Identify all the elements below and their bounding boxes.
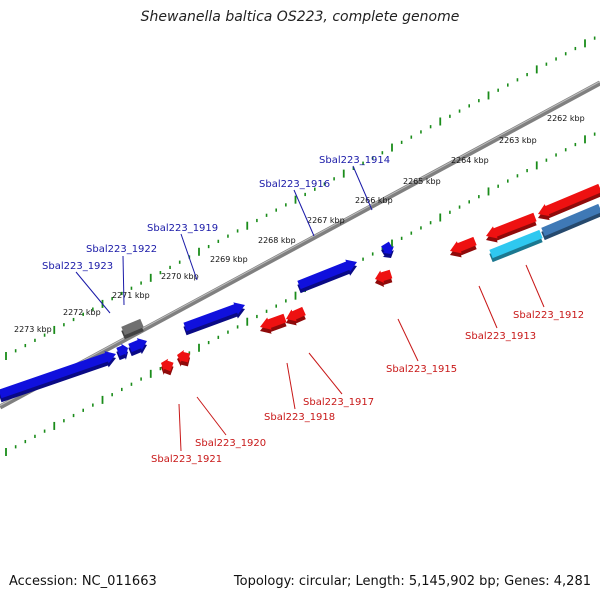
reverse-gene-label[interactable]: Sbal223_1915 xyxy=(386,364,457,375)
forward-gene-label[interactable]: Sbal223_1916 xyxy=(259,179,330,190)
gene-forward-1[interactable] xyxy=(0,351,116,403)
gene-reverse-2[interactable] xyxy=(177,350,191,367)
reverse-gene-label[interactable]: Sbal223_1918 xyxy=(264,412,335,423)
topology-text: Topology: circular; Length: 5,145,902 bp… xyxy=(233,574,591,589)
forward-gene-leader-line xyxy=(75,271,111,314)
axis-highlight xyxy=(0,81,600,406)
gene-rna-1[interactable] xyxy=(489,229,543,263)
reverse-gene-leader-line xyxy=(397,318,419,362)
gene-reverse-1[interactable] xyxy=(161,358,174,376)
reverse-gene-label[interactable]: Sbal223_1921 xyxy=(151,454,222,465)
accession-text: Accession: NC_011663 xyxy=(9,574,157,589)
gene-reverse-6[interactable] xyxy=(450,236,477,258)
reverse-gene-label[interactable]: Sbal223_1913 xyxy=(465,331,536,342)
kbp-label: 2270 kbp xyxy=(161,272,199,281)
reverse-gene-label[interactable]: Sbal223_1920 xyxy=(195,438,266,449)
gene-rna-2[interactable] xyxy=(541,203,600,241)
gene-reverse-3[interactable] xyxy=(260,313,287,334)
kbp-label: 2272 kbp xyxy=(63,308,101,317)
kbp-labels: 2262 kbp 2263 kbp 2264 kbp 2265 kbp 2266 kbp… xyxy=(14,114,585,334)
forward-gene-leader-line xyxy=(122,255,125,306)
kbp-label: 2268 kbp xyxy=(258,236,296,245)
genome-title: Shewanella baltica OS223, complete genom… xyxy=(140,9,460,25)
reverse-gene-leader-line xyxy=(178,403,182,452)
gene-features xyxy=(0,183,600,403)
forward-gene-leader-line xyxy=(293,189,315,237)
gene-reverse-4[interactable] xyxy=(286,306,306,326)
gene-forward-4[interactable] xyxy=(183,302,245,336)
reverse-gene-label[interactable]: Sbal223_1912 xyxy=(513,310,584,321)
gene-forward-2[interactable] xyxy=(116,343,128,361)
forward-gene-label[interactable]: Sbal223_1923 xyxy=(42,261,113,272)
forward-gene-label[interactable]: Sbal223_1914 xyxy=(319,155,390,166)
gene-reverse-8[interactable] xyxy=(538,183,600,221)
kbp-label: 2267 kbp xyxy=(307,216,345,225)
reverse-gene-leader-line xyxy=(478,285,498,329)
forward-gene-label[interactable]: Sbal223_1922 xyxy=(86,244,157,255)
forward-gene-label[interactable]: Sbal223_1919 xyxy=(147,223,218,234)
reverse-gene-leader-line xyxy=(286,362,296,410)
forward-gene-leader-line xyxy=(180,233,198,281)
gene-reverse-5[interactable] xyxy=(375,269,393,287)
kbp-label: 2273 kbp xyxy=(14,325,52,334)
gene-other-1[interactable] xyxy=(121,318,144,340)
gene-forward-5[interactable] xyxy=(297,259,357,294)
kbp-label: 2269 kbp xyxy=(210,255,248,264)
gene-forward-6[interactable] xyxy=(381,241,394,258)
gene-labels: Sbal223_1914 Sbal223_1916 Sbal223_1919 Sbal… xyxy=(42,155,584,465)
axis-line xyxy=(0,80,600,410)
reverse-gene-label[interactable]: Sbal223_1917 xyxy=(303,397,374,408)
gene-reverse-7[interactable] xyxy=(486,212,537,243)
kbp-label: 2266 kbp xyxy=(355,196,393,205)
gene-forward-3[interactable] xyxy=(128,338,147,357)
reverse-gene-leader-line xyxy=(525,264,545,308)
genome-axis xyxy=(0,80,600,410)
kbp-label: 2264 kbp xyxy=(451,156,489,165)
reverse-gene-leader-line xyxy=(308,352,343,395)
forward-gene-leader-line xyxy=(352,165,373,211)
kbp-label: 2263 kbp xyxy=(499,136,537,145)
kbp-label: 2265 kbp xyxy=(403,177,441,186)
kbp-label: 2262 kbp xyxy=(547,114,585,123)
reverse-gene-leader-line xyxy=(196,396,227,436)
kbp-label: 2271 kbp xyxy=(112,291,150,300)
